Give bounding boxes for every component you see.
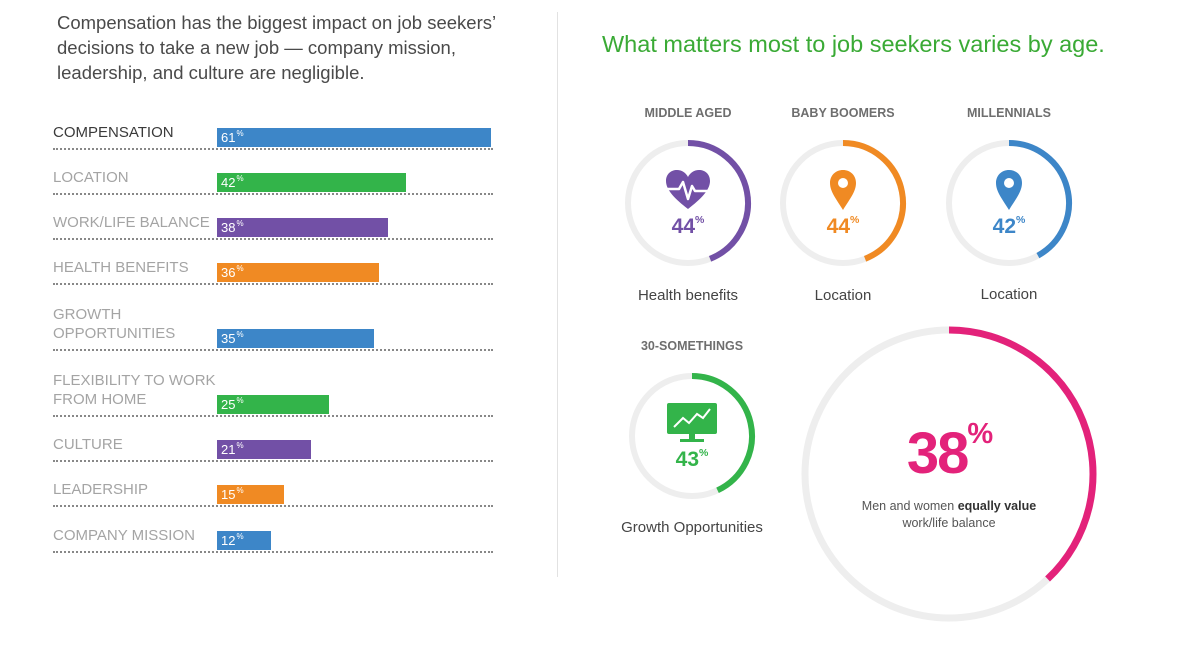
map-pin-icon	[830, 170, 856, 210]
gender-percent-value: 38	[906, 421, 969, 486]
monitor-chart-icon	[667, 403, 717, 442]
segment-percent-value: 44	[826, 215, 851, 238]
segment-title: BABY BOOMERS	[791, 106, 895, 120]
age-section-title: What matters most to job seekers varies …	[602, 31, 1105, 57]
bar: 25%	[217, 395, 330, 414]
bar-value-label: 36%	[221, 264, 244, 280]
gender-caption-start: Men and women	[861, 499, 958, 513]
intro-text: Compensation has the biggest impact on j…	[57, 12, 496, 83]
bar: 36%	[217, 263, 379, 282]
bar: 35%	[217, 329, 375, 348]
bar-value: 25	[221, 397, 236, 412]
bar-label: COMPENSATION	[53, 124, 174, 141]
bar-value-label: 38%	[221, 219, 244, 235]
map-pin-icon	[996, 170, 1022, 210]
bar: 42%	[217, 173, 406, 192]
bar: 38%	[217, 218, 388, 237]
bar-row: CULTURE 21%	[53, 426, 493, 462]
bar-value: 15	[221, 487, 236, 502]
column-divider	[557, 12, 558, 577]
bar-value-label: 12%	[221, 532, 244, 548]
bar-value: 61	[221, 130, 236, 145]
gender-percent: 38%	[906, 418, 993, 487]
bar-label: GROWTH OPPORTUNITIES	[53, 306, 176, 342]
dotted-separator	[53, 505, 493, 507]
dotted-separator	[53, 551, 493, 553]
bar-value: 42	[221, 175, 236, 190]
bar-row: COMPANY MISSION 12%	[53, 517, 493, 553]
dotted-separator	[53, 148, 493, 150]
bar: 12%	[217, 531, 271, 550]
bar-value-label: 21%	[221, 441, 244, 457]
segment-caption: Growth Opportunities	[621, 519, 763, 536]
bar-value: 21	[221, 442, 236, 457]
segment-percent-value: 43	[675, 448, 700, 471]
bar-label: HEALTH BENEFITS	[53, 259, 189, 276]
bar-label: CULTURE	[53, 436, 123, 453]
gender-caption-end: work/life balance	[902, 516, 996, 530]
bar-value-label: 42%	[221, 174, 244, 190]
segment-percent-value: 42	[992, 215, 1017, 238]
segment-title: MILLENNIALS	[966, 106, 1052, 120]
bar-value: 35	[221, 331, 236, 346]
bar: 61%	[217, 128, 491, 147]
segment-percent: 44%	[671, 214, 705, 238]
dotted-separator	[53, 460, 493, 462]
segment-caption: Location	[814, 287, 872, 304]
segment-title: 30-SOMETHINGS	[640, 339, 744, 353]
bar-label: WORK/LIFE BALANCE	[53, 214, 210, 231]
bar-row: FLEXIBILITY TO WORK FROM HOME 25%	[53, 361, 493, 417]
gender-caption-emphasis: equally value	[957, 499, 1037, 513]
bar-label: LEADERSHIP	[53, 481, 149, 498]
dotted-separator	[53, 238, 493, 240]
bar-row: HEALTH BENEFITS 36%	[53, 249, 493, 285]
bar-value-label: 35%	[221, 330, 244, 346]
bar-value-label: 61%	[221, 129, 244, 145]
segment-percent: 42%	[992, 214, 1026, 238]
bar-label: FLEXIBILITY TO WORK FROM HOME	[53, 372, 216, 408]
bar-row: LOCATION 42%	[53, 159, 493, 195]
dotted-separator	[53, 193, 493, 195]
segment-caption: Location	[980, 286, 1038, 303]
bar-label: LOCATION	[53, 169, 129, 186]
dotted-separator	[53, 415, 493, 417]
bar-label: COMPANY MISSION	[53, 527, 195, 544]
bar-value-label: 15%	[221, 486, 244, 502]
bar-row: GROWTH OPPORTUNITIES 35%	[53, 295, 493, 351]
bar-value-label: 25%	[221, 396, 244, 412]
heart-pulse-icon	[666, 170, 710, 209]
bar-value: 38	[221, 220, 236, 235]
bar-value: 36	[221, 265, 236, 280]
segment-caption: Health benefits	[637, 287, 739, 304]
segment-title: MIDDLE AGED	[644, 106, 732, 120]
dotted-separator	[53, 349, 493, 351]
bar-row: LEADERSHIP 15%	[53, 471, 493, 507]
bar: 15%	[217, 485, 285, 504]
segment-percent-value: 44	[671, 215, 696, 238]
segment-percent: 43%	[675, 447, 709, 471]
gender-caption: Men and women equally value work/life ba…	[839, 498, 1059, 532]
dotted-separator	[53, 283, 493, 285]
bar-row: COMPENSATION 61%	[53, 114, 493, 150]
segment-percent: 44%	[826, 214, 860, 238]
bar-row: WORK/LIFE BALANCE 38%	[53, 204, 493, 240]
bar: 21%	[217, 440, 312, 459]
bar-value: 12	[221, 533, 236, 548]
